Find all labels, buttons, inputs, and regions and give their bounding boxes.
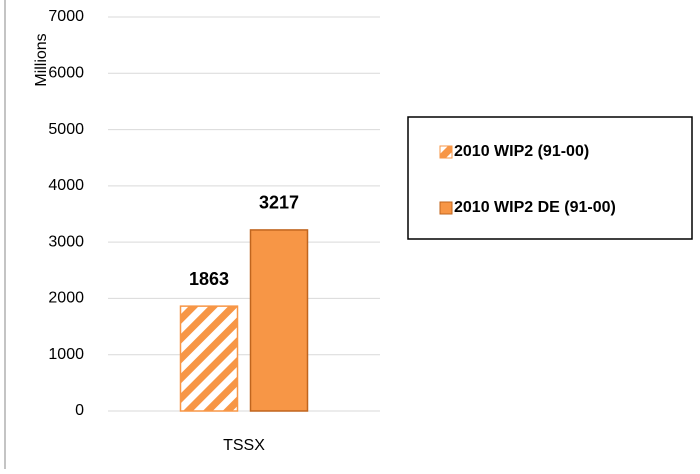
y-tick-label: 0 [75, 402, 84, 419]
legend-swatch [439, 145, 453, 159]
y-tick-label: 6000 [48, 65, 84, 82]
bar [249, 229, 309, 412]
x-tick-label: TSSX [223, 437, 265, 454]
legend-box [407, 116, 693, 240]
y-axis-label: Millions [33, 33, 50, 86]
y-tick-label: 3000 [48, 233, 84, 250]
legend-label: 2010 WIP2 (91-00) [454, 143, 589, 160]
data-label: 3217 [259, 193, 299, 213]
data-label: 1863 [189, 269, 229, 289]
legend-label: 2010 WIP2 DE (91-00) [454, 199, 616, 216]
y-tick-label: 1000 [48, 346, 84, 363]
bar [179, 305, 239, 412]
y-tick-label: 2000 [48, 290, 84, 307]
y-tick-label: 4000 [48, 177, 84, 194]
y-tick-label: 5000 [48, 121, 84, 138]
legend-swatch [439, 201, 453, 215]
y-tick-label: 7000 [48, 8, 84, 25]
